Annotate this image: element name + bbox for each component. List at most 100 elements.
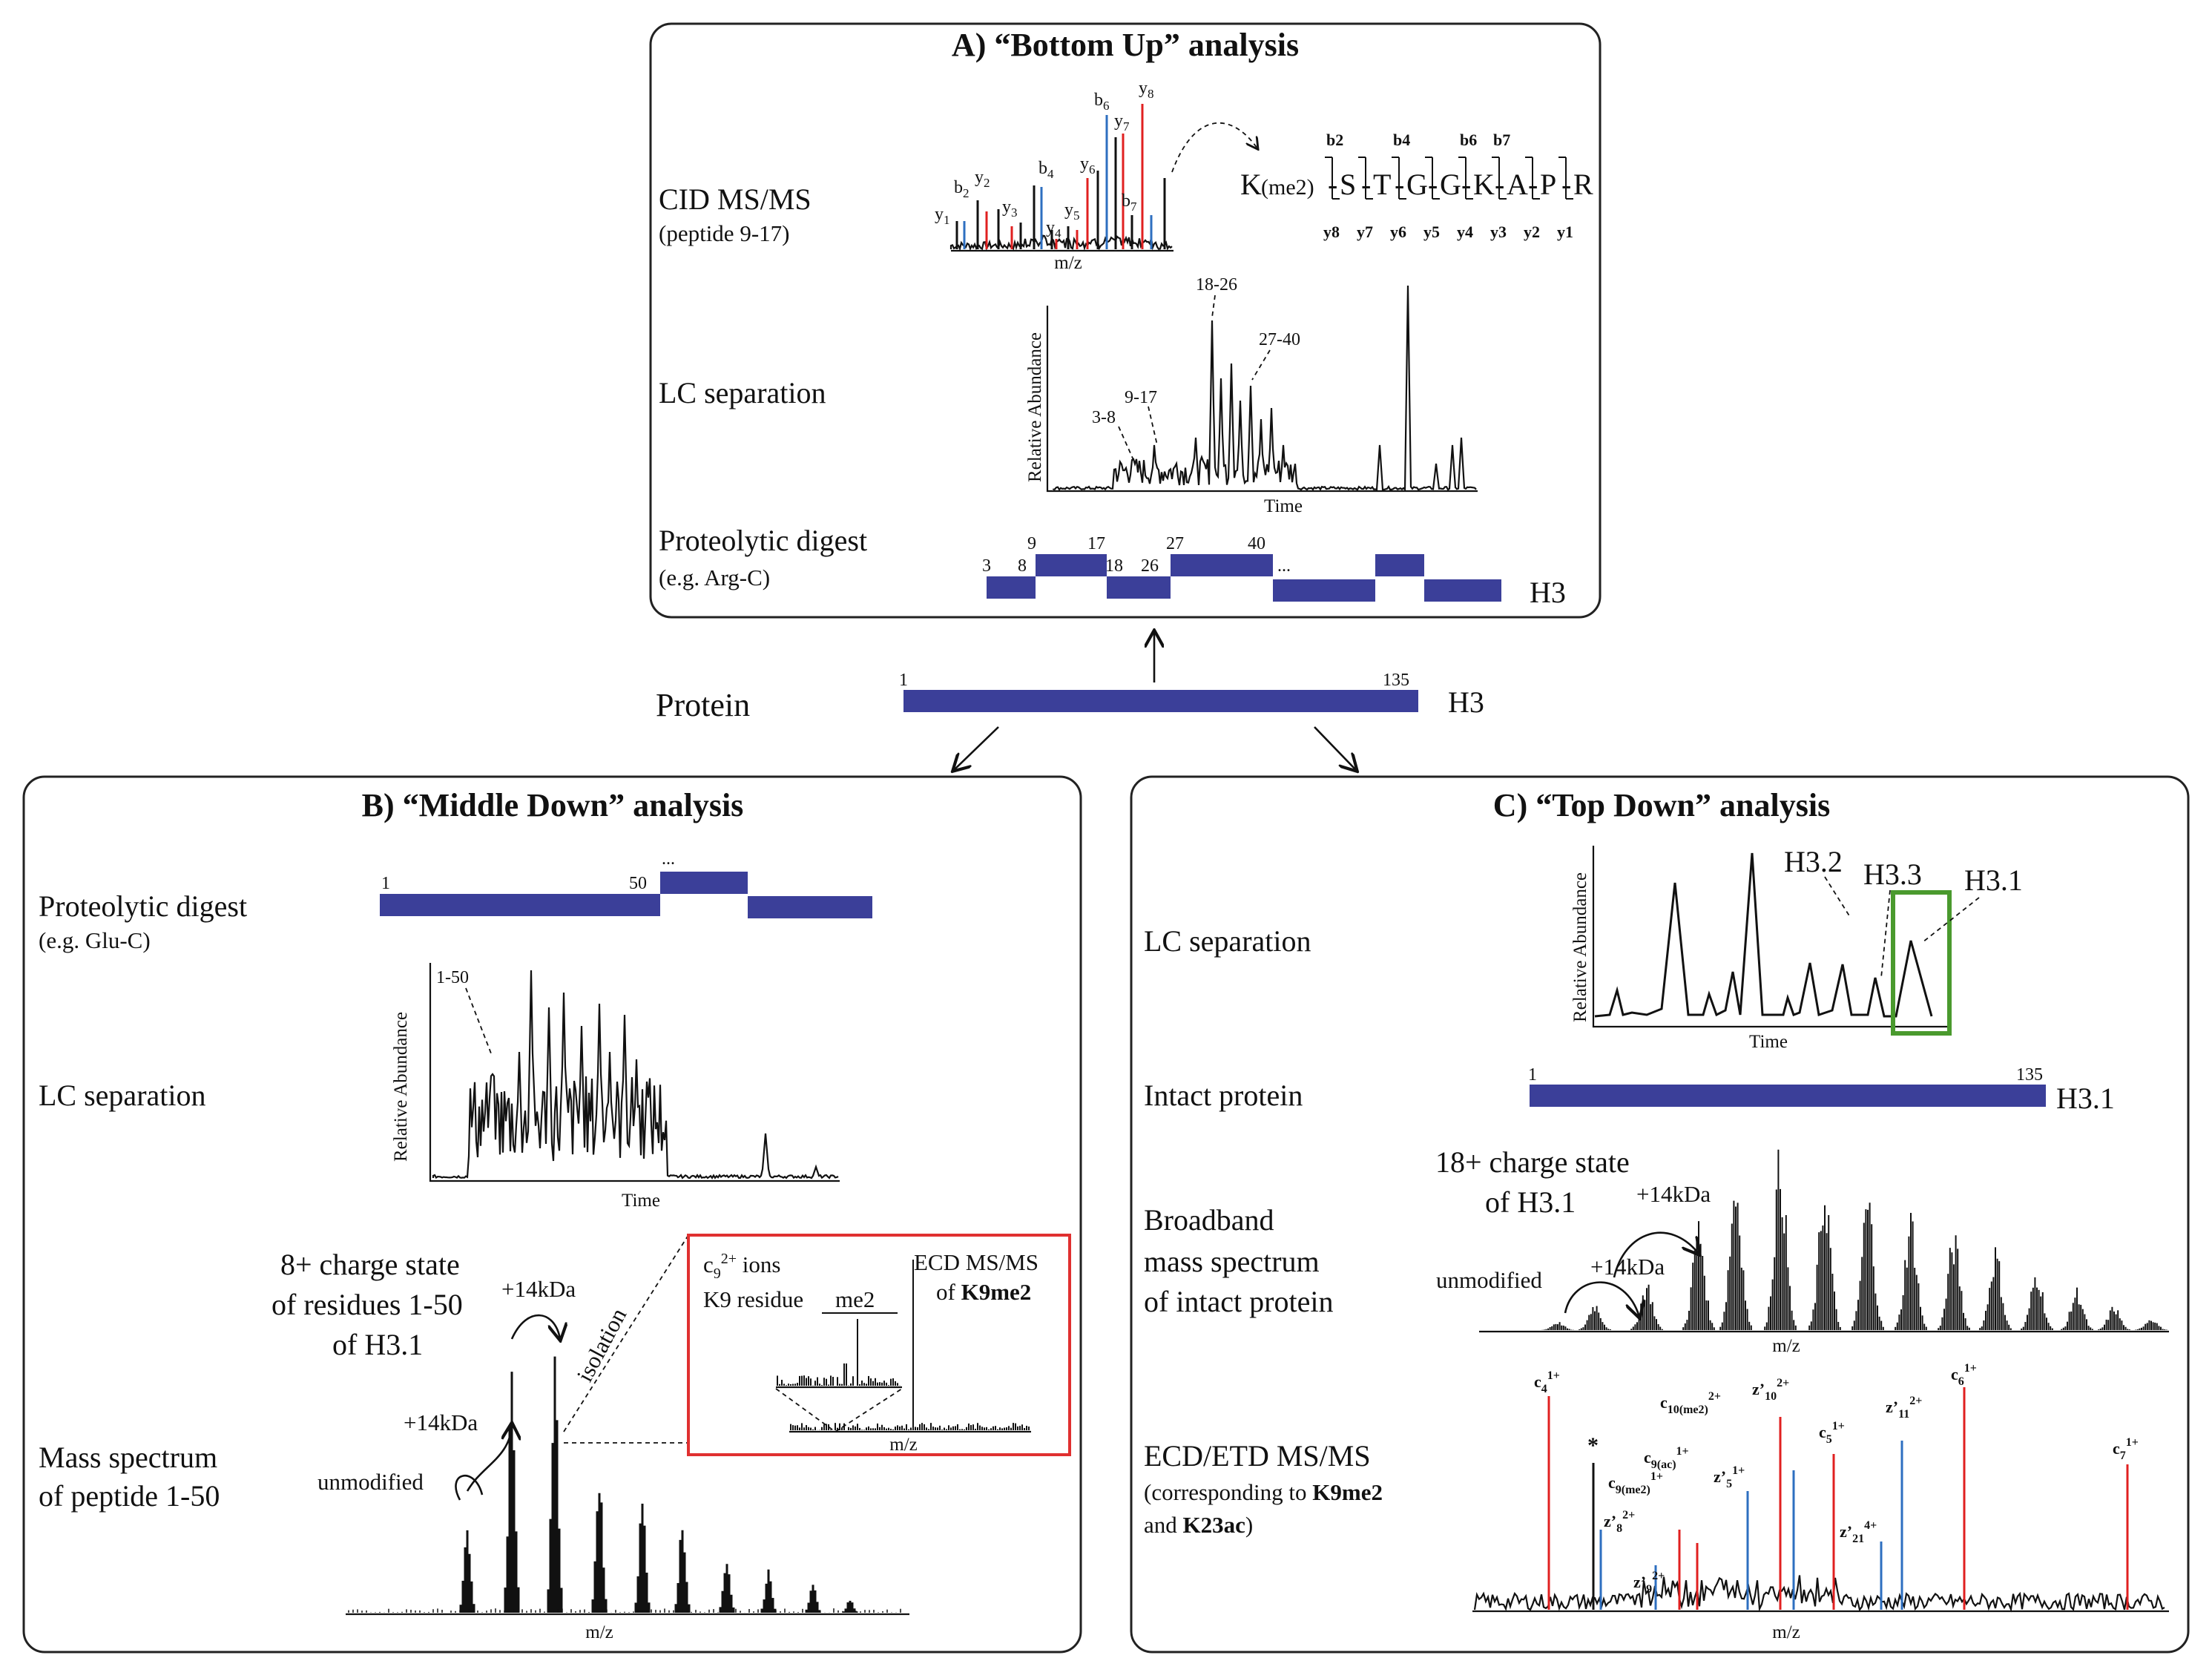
digest-b-bar-2	[660, 872, 748, 894]
protein-start: 1	[899, 671, 908, 690]
cid-spectrum-peaks	[955, 104, 1166, 249]
sequence-y-ion-4: y5	[1423, 223, 1440, 241]
protein-end: 135	[1383, 671, 1409, 690]
sequence-y-ion-6: y3	[1490, 223, 1507, 241]
digest-sublabel-b: (e.g. Glu-C)	[39, 927, 151, 953]
charge-c-2: of H3.1	[1485, 1185, 1576, 1219]
sequence-b-ion-2: b4	[1393, 131, 1410, 149]
ms-b-peaks	[348, 1356, 901, 1613]
sequence-y-ion-8: y1	[1557, 223, 1573, 241]
fragment-sequence: K (me2) S- T- G- G- K- A- P- R- b2 b4 b6 b7 y8 y7 y6…	[1240, 131, 1593, 241]
lc-a-leader-1	[1118, 426, 1134, 461]
ecd-fragment-label-1: c41+	[1534, 1369, 1560, 1395]
ms-label-b-1: Mass spectrum	[39, 1441, 217, 1474]
lc-b-trace	[432, 970, 839, 1179]
inset-zoom-leader	[775, 1388, 903, 1433]
inset-ion-label: c92+ ions	[703, 1251, 780, 1282]
ecd-peaks	[1547, 1387, 2129, 1610]
digest-a-num-40: 40	[1248, 534, 1265, 553]
cid-y4-label: y4	[1046, 218, 1061, 240]
ms-b-mz: m/z	[585, 1622, 613, 1642]
protein-bar	[903, 690, 1418, 712]
lc-b-xlabel: Time	[622, 1191, 660, 1211]
charge-b-2: of residues 1-50	[271, 1288, 463, 1321]
panel-b-frame	[22, 775, 1082, 1654]
lc-label-b: LC separation	[39, 1079, 206, 1112]
digest-a-bar-9-17	[1036, 554, 1107, 576]
digest-bars-a: 3 8 9 17 18 26 27 40 ... H3	[982, 534, 1566, 609]
digest-a-bar-3-8	[987, 576, 1036, 599]
plus14-b-b: +14kDa	[404, 1409, 478, 1435]
protein-label: Protein	[656, 687, 750, 723]
lc-c-ylabel: Relative Abundance	[1570, 872, 1590, 1022]
sequence-k-residue: K	[1240, 168, 1262, 201]
plus14-b-arrow-b	[466, 1424, 512, 1492]
cid-y3-label: y3	[1002, 197, 1018, 220]
ecd-fragment-label-9: c51+	[1819, 1420, 1845, 1446]
digest-a-num-17: 17	[1087, 534, 1105, 553]
cid-b6-label: b6	[1094, 91, 1110, 113]
isolation-label: isolation	[571, 1303, 631, 1386]
sequence-residue-5: K	[1473, 168, 1495, 201]
panel-b: B) “Middle Down” analysis Proteolytic di…	[22, 775, 1082, 1654]
digest-label-b: Proteolytic digest	[39, 889, 247, 923]
inset-title-1: ECD MS/MS	[914, 1249, 1038, 1275]
unmodified-c: unmodified	[1436, 1267, 1542, 1293]
ecd-spectrum: m/z * c41+ z’82+ z’92+ c9(me2)1+c9(ac)1+ c10…	[1472, 1362, 2169, 1642]
digest-a-bar-27-40	[1171, 554, 1273, 576]
sequence-bracket-3	[1392, 157, 1406, 200]
bb-label-2: mass spectrum	[1144, 1245, 1320, 1278]
lc-c-leader-h31	[1922, 897, 1980, 943]
isolation-leader-1	[563, 1234, 689, 1432]
lc-a-ylabel: Relative Abundance	[1025, 332, 1045, 482]
inset-ms-spectrum	[790, 1260, 1030, 1430]
ecd-fragment-labels: c41+ z’82+ z’92+ c9(me2)1+c9(ac)1+ c10(me2)2…	[1534, 1362, 2139, 1596]
ecd-sub-2: and K23ac)	[1144, 1512, 1253, 1538]
sequence-y-ions: y8 y7 y6 y5 y4 y3 y2 y1	[1323, 223, 1573, 241]
digest-b-bar-1-50	[380, 894, 660, 916]
ecd-label: ECD/ETD MS/MS	[1144, 1439, 1371, 1473]
lc-label-c: LC separation	[1144, 924, 1311, 958]
cid-b7-label: b7	[1122, 191, 1137, 214]
sequence-y-ion-7: y2	[1524, 223, 1540, 241]
h31-highlight-box	[1891, 890, 1952, 1036]
sequence-residue-1: S	[1340, 168, 1356, 201]
arrow-down-to-c	[1314, 726, 1356, 770]
lc-a-leader-4	[1251, 349, 1271, 381]
bb-label-1: Broadband	[1144, 1203, 1274, 1237]
lc-a-trace	[1052, 285, 1477, 492]
lc-c-peak-h31: H3.1	[1964, 863, 2023, 897]
ecd-inset: c92+ ions K9 residue me2 ECD MS/MS of K9…	[687, 1234, 1071, 1456]
cid-spectrum: y1 b2 y2 y3 b4 y4 y5 y6 b6 y7 y8 b7 m/z	[935, 79, 1174, 273]
ecd-fragment-label-13: c71+	[2113, 1436, 2139, 1462]
cid-y7-label: y7	[1114, 111, 1130, 134]
panel-a-frame	[649, 22, 1602, 619]
sequence-residue-6: A	[1507, 168, 1528, 201]
digest-b-bar-3	[748, 896, 872, 918]
digest-label-a: Proteolytic digest	[659, 524, 867, 557]
lc-c-peak-h33: H3.3	[1863, 858, 1922, 891]
panel-c: C) “Top Down” analysis LC separation Int…	[1130, 775, 2190, 1654]
cid-sublabel: (peptide 9-17)	[659, 220, 789, 246]
cid-label: CID MS/MS	[659, 182, 812, 216]
digest-sublabel-a: (e.g. Arg-C)	[659, 565, 770, 590]
ecd-fragment-label-10: z’214+	[1840, 1519, 1877, 1545]
sequence-bracket-1	[1325, 157, 1340, 200]
panel-b-title: B) “Middle Down” analysis	[362, 787, 744, 823]
sequence-bracket-5	[1458, 157, 1473, 200]
charge-b-3: of H3.1	[332, 1328, 423, 1361]
lc-a-axes	[1046, 306, 1478, 493]
lc-c-xlabel: Time	[1749, 1032, 1788, 1052]
sequence-y-ion-5: y4	[1457, 223, 1473, 241]
lc-c-peak-h32: H3.2	[1784, 845, 1843, 878]
unmodified-b: unmodified	[317, 1469, 424, 1495]
lc-a-xlabel: Time	[1264, 496, 1303, 516]
inset-mz: m/z	[889, 1435, 918, 1455]
ecd-fragment-label-5: c9(ac)1+	[1644, 1445, 1689, 1471]
cid-y2-label: y2	[975, 168, 990, 190]
plus14-b-a: +14kDa	[501, 1276, 576, 1302]
plus14-c-a: +14kDa	[1636, 1181, 1711, 1207]
sequence-residue-3: G	[1406, 168, 1428, 201]
ecd-inset-frame	[687, 1234, 1071, 1456]
digest-a-bar-6	[1375, 554, 1424, 576]
